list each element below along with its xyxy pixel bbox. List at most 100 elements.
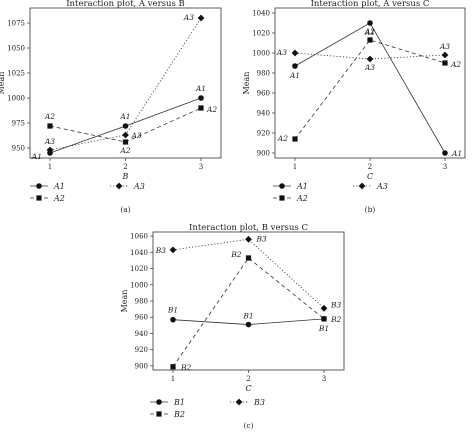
y-axis-label: Mean (242, 72, 251, 95)
y-tick-label: 900 (257, 150, 270, 158)
data-point-a3 (122, 131, 129, 139)
legend-label: A1 (53, 182, 65, 191)
chart-title: Interaction plot, B versus C (189, 223, 308, 233)
data-point-a3 (291, 49, 299, 57)
point-label: B2 (180, 363, 192, 372)
point-label: B3 (330, 300, 342, 309)
legend: B1 B2 B3 (150, 398, 265, 419)
y-tick-label: 1020 (130, 265, 148, 273)
point-label: A2 (119, 146, 130, 155)
y-tick-label: 1060 (130, 233, 148, 241)
legend: A1 A2 A3 (273, 182, 388, 203)
y-tick-label: 900 (135, 362, 148, 370)
x-tick-label: 3 (199, 163, 203, 171)
y-tick-label: 980 (257, 70, 270, 78)
data-point-b1 (170, 316, 176, 323)
data-point-a2 (47, 123, 53, 129)
y-tick-label: 940 (257, 110, 270, 118)
legend-label: B2 (173, 410, 185, 419)
point-label: B2 (230, 250, 242, 259)
y-tick-label: 920 (135, 346, 148, 354)
legend-marker (235, 398, 243, 406)
data-point-a3 (197, 14, 205, 22)
legend-marker (115, 182, 123, 190)
data-point-b2 (321, 316, 327, 322)
point-label: A1 (289, 71, 300, 80)
y-tick-label: 1040 (130, 249, 148, 257)
x-tick-label: 3 (443, 163, 447, 171)
chart-title: Interaction plot, A versus B (66, 0, 185, 9)
y-axis-label: Mean (0, 72, 6, 95)
y-tick-label: 1000 (130, 281, 148, 289)
legend-label: B3 (253, 398, 265, 407)
point-label: B1 (318, 324, 329, 333)
y-tick-label: 1020 (252, 30, 270, 38)
point-label: A2 (277, 134, 288, 143)
point-label: A1 (364, 28, 375, 37)
panel-label: (a) (120, 205, 130, 214)
y-tick-label: 940 (135, 330, 148, 338)
legend-label: A3 (133, 182, 145, 191)
x-tick-label: 2 (123, 163, 127, 171)
legend-marker (279, 195, 285, 201)
point-label: A2 (44, 112, 55, 121)
y-tick-label: 980 (135, 298, 148, 306)
legend-label: A3 (376, 182, 388, 191)
panel-label: (b) (365, 205, 376, 214)
legend-marker (156, 399, 162, 405)
data-point-a3 (46, 146, 54, 154)
data-point-a1 (442, 150, 448, 156)
x-tick-label: 2 (246, 375, 250, 383)
x-tick-label: 1 (293, 163, 297, 171)
legend-marker (358, 182, 366, 190)
x-tick-label: 2 (368, 163, 372, 171)
y-axis-label: Mean (120, 290, 129, 313)
data-point-a2 (367, 37, 373, 43)
data-point-b2 (245, 255, 252, 261)
legend-marker (156, 411, 162, 417)
data-point-a2 (442, 60, 448, 66)
point-label: A3 (131, 131, 142, 140)
chart-title: Interaction plot, A versus C (311, 0, 430, 9)
data-point-b3 (169, 246, 177, 254)
x-axis-label: C (367, 172, 373, 181)
legend-label: A2 (53, 194, 65, 203)
y-tick-label: 1040 (252, 10, 270, 18)
y-tick-label: 920 (257, 130, 270, 138)
series-line-a3 (49, 17, 202, 151)
legend-label: B1 (173, 398, 185, 407)
data-point-b3 (245, 235, 252, 243)
point-label: A3 (44, 137, 55, 146)
x-axis-label: B (122, 172, 129, 181)
series-line-a3 (294, 52, 446, 60)
legend-marker (36, 195, 42, 201)
data-point-a2 (292, 136, 298, 142)
data-point-a1 (198, 95, 204, 101)
chart-panel-3: Interaction plot, B versus C 900 920 940 960… (120, 223, 345, 430)
point-label: A3 (276, 48, 287, 57)
legend-marker (279, 183, 285, 189)
data-point-a3 (366, 55, 374, 63)
point-label: A1 (31, 152, 42, 161)
data-point-a3 (441, 51, 449, 59)
plot-frame (152, 231, 345, 371)
chart-panel-1: Interaction plot, A versus B 950 975 1000 10… (0, 0, 222, 214)
point-label: A1 (451, 149, 462, 158)
y-tick-label: 1075 (7, 20, 25, 28)
y-tick-label: 1000 (7, 95, 25, 103)
point-label: B1 (242, 312, 253, 321)
x-axis-label: C (245, 384, 251, 393)
data-point-b3 (320, 304, 328, 312)
y-tick-label: 960 (257, 90, 270, 98)
y-tick-label: 1050 (7, 45, 25, 53)
data-point-b1 (245, 321, 252, 328)
point-label: B1 (167, 306, 178, 315)
x-tick-label: 3 (322, 375, 326, 383)
data-point-a2 (198, 105, 204, 111)
panel-label: (c) (243, 421, 253, 430)
y-tick-label: 1025 (7, 70, 25, 78)
x-tick-label: 1 (171, 375, 175, 383)
point-label: B2 (330, 315, 342, 324)
series-line-a2 (294, 39, 446, 140)
